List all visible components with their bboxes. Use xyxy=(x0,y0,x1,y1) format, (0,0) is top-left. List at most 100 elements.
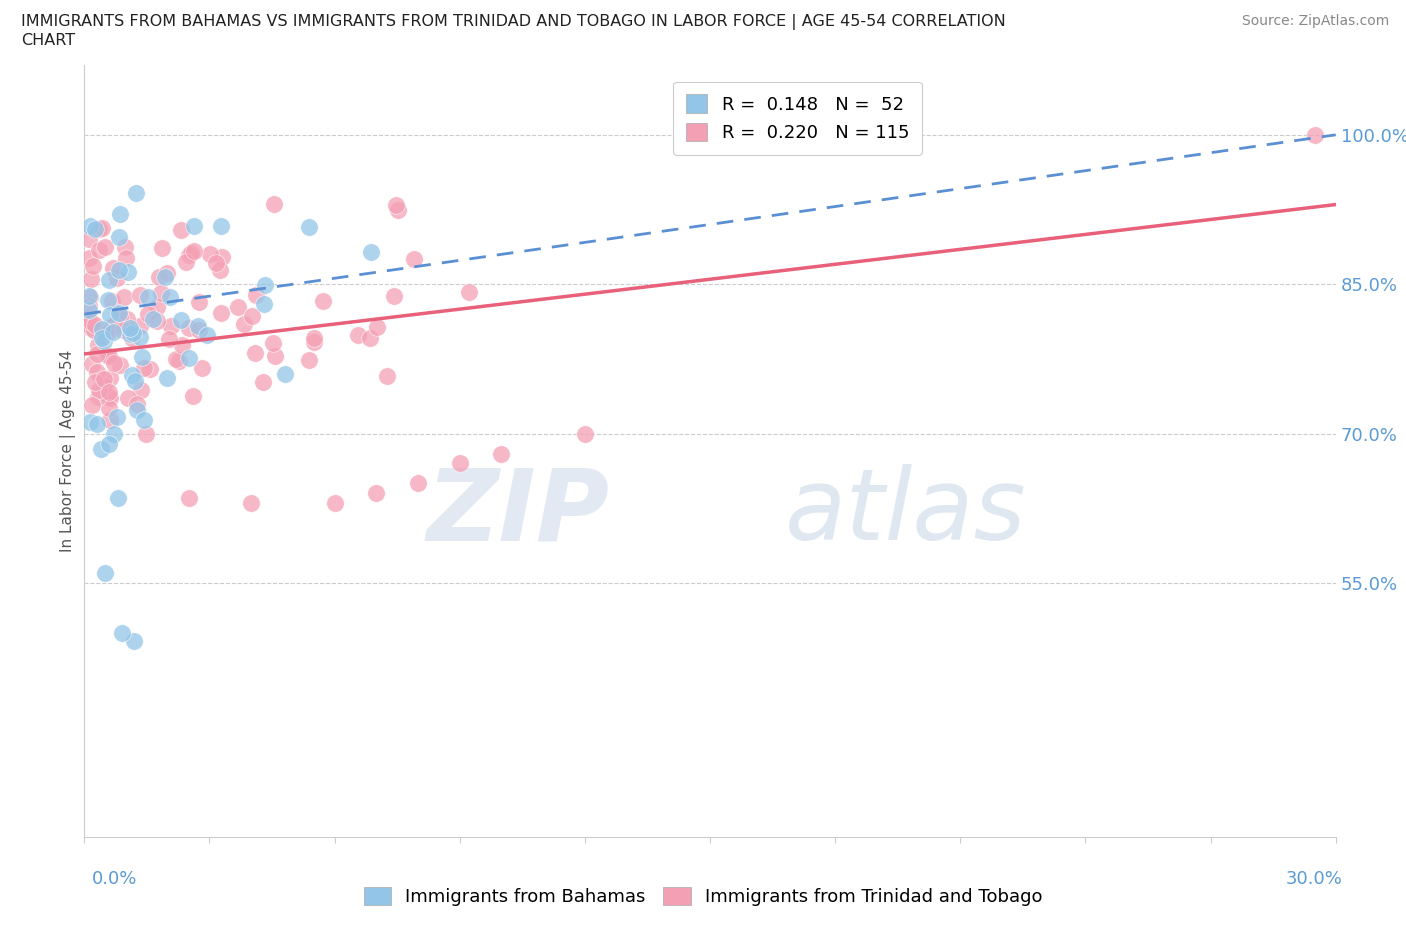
Point xyxy=(150,241,173,256)
Point xyxy=(156,370,179,385)
Text: IMMIGRANTS FROM BAHAMAS VS IMMIGRANTS FROM TRINIDAD AND TOBAGO IN LABOR FORCE | : IMMIGRANTS FROM BAHAMAS VS IMMIGRANTS FR… xyxy=(21,14,1005,30)
Point xyxy=(180,246,202,260)
Point xyxy=(200,247,222,262)
Point xyxy=(80,272,103,286)
Point xyxy=(574,426,596,441)
Point xyxy=(243,345,266,360)
Point xyxy=(302,335,325,350)
Text: atlas: atlas xyxy=(785,464,1026,562)
Point xyxy=(375,369,398,384)
Point xyxy=(90,441,112,456)
Point xyxy=(91,321,114,336)
Point xyxy=(136,289,159,304)
Point xyxy=(156,266,179,281)
Point xyxy=(253,297,276,312)
Point xyxy=(211,306,233,321)
Point xyxy=(118,327,141,342)
Point xyxy=(98,436,121,451)
Point xyxy=(491,446,513,461)
Point xyxy=(100,293,122,308)
Point xyxy=(406,476,429,491)
Text: 0.0%: 0.0% xyxy=(91,870,136,888)
Point xyxy=(77,232,100,246)
Point xyxy=(263,197,285,212)
Point xyxy=(264,349,287,364)
Point xyxy=(359,330,381,345)
Point xyxy=(138,362,160,377)
Point xyxy=(209,262,232,277)
Point xyxy=(153,270,176,285)
Point xyxy=(149,286,172,300)
Point xyxy=(98,400,121,415)
Point xyxy=(98,412,121,427)
Point xyxy=(177,321,200,336)
Point xyxy=(132,413,155,428)
Point xyxy=(382,288,405,303)
Point xyxy=(115,312,138,326)
Point xyxy=(240,309,263,324)
Point xyxy=(91,220,114,235)
Legend: R =  0.148   N =  52, R =  0.220   N = 115: R = 0.148 N = 52, R = 0.220 N = 115 xyxy=(673,82,922,155)
Point xyxy=(253,277,276,292)
Point xyxy=(211,250,233,265)
Point xyxy=(183,389,205,404)
Point xyxy=(136,306,159,321)
Point xyxy=(110,206,132,221)
Point xyxy=(79,289,101,304)
Point xyxy=(312,293,335,308)
Point xyxy=(107,306,129,321)
Point xyxy=(135,427,157,442)
Point xyxy=(121,331,143,346)
Point xyxy=(146,299,169,314)
Point xyxy=(98,307,121,322)
Point xyxy=(97,292,120,307)
Point xyxy=(146,313,169,328)
Point xyxy=(128,287,150,302)
Point xyxy=(105,409,128,424)
Point xyxy=(96,347,118,362)
Point xyxy=(103,318,125,333)
Point xyxy=(122,326,145,340)
Point xyxy=(127,396,149,411)
Point xyxy=(86,417,108,432)
Point xyxy=(87,337,110,352)
Point xyxy=(274,366,297,381)
Point xyxy=(298,219,321,234)
Point xyxy=(103,426,125,441)
Point xyxy=(87,382,110,397)
Point xyxy=(159,332,181,347)
Point xyxy=(77,250,100,265)
Point xyxy=(174,254,197,269)
Point xyxy=(177,351,200,365)
Text: ZIP: ZIP xyxy=(427,464,610,562)
Point xyxy=(183,219,205,233)
Point xyxy=(94,240,117,255)
Point xyxy=(125,186,148,201)
Point xyxy=(366,486,388,501)
Point xyxy=(209,219,232,233)
Point xyxy=(240,496,263,511)
Point xyxy=(101,260,124,275)
Point xyxy=(232,317,254,332)
Point xyxy=(77,299,100,313)
Point xyxy=(360,245,382,259)
Point xyxy=(77,317,100,332)
Point xyxy=(77,288,100,303)
Point xyxy=(167,353,190,368)
Point xyxy=(117,264,139,279)
Point xyxy=(129,329,152,344)
Point xyxy=(262,336,284,351)
Point xyxy=(112,289,135,304)
Point xyxy=(131,350,153,365)
Point xyxy=(79,321,101,336)
Point xyxy=(110,358,132,373)
Point xyxy=(134,361,156,376)
Point xyxy=(191,360,214,375)
Point xyxy=(97,325,120,339)
Point xyxy=(204,256,226,271)
Y-axis label: In Labor Force | Age 45-54: In Labor Force | Age 45-54 xyxy=(60,350,76,552)
Point xyxy=(97,384,120,399)
Point xyxy=(86,347,108,362)
Point xyxy=(304,330,326,345)
Point xyxy=(366,319,388,334)
